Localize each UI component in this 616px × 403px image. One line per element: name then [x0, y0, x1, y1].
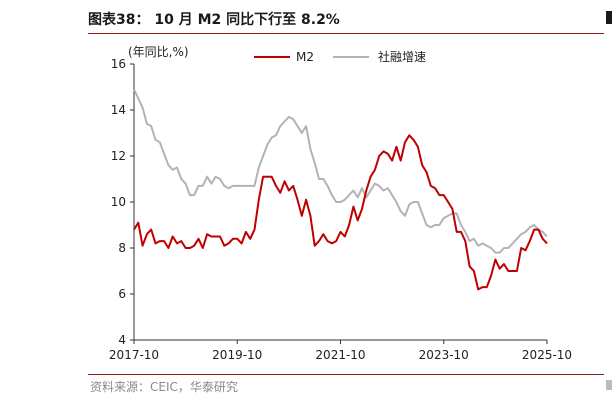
y-tick-label: 16 — [111, 57, 126, 71]
y-tick-label: 10 — [111, 195, 126, 209]
legend-label-m2: M2 — [296, 50, 314, 64]
footer-rule — [88, 374, 604, 375]
y-tick-label: 12 — [111, 149, 126, 163]
chart-axes: 4 6 8 10 12 14 16 2017-10 2019-10 2021-10 2023-10 2… — [109, 57, 572, 362]
series-layer — [133, 88, 548, 291]
chart-title: 图表38： 10 月 M2 同比下行至 8.2% — [88, 12, 340, 28]
title-rule — [88, 33, 604, 34]
chart-legend: M2 社融增速 — [254, 49, 426, 64]
y-tick-label: 14 — [111, 103, 126, 117]
y-tick-label: 8 — [118, 241, 126, 255]
x-tick-label: 2021-10 — [315, 348, 365, 362]
source-note: 资料来源：CEIC，华泰研究 — [90, 380, 238, 394]
series-line-m2 — [133, 134, 548, 291]
y-tick-label: 4 — [118, 333, 126, 347]
y-unit-label: (年同比,%) — [128, 45, 189, 59]
x-tick-label: 2025-10 — [522, 348, 572, 362]
adjacent-figure-edge-bottom — [606, 380, 612, 390]
series-line-tsf — [133, 88, 548, 254]
x-tick-label: 2017-10 — [109, 348, 159, 362]
x-tick-label: 2023-10 — [419, 348, 469, 362]
x-tick-label: 2019-10 — [212, 348, 262, 362]
y-tick-label: 6 — [118, 287, 126, 301]
legend-label-tsf: 社融增速 — [378, 49, 426, 64]
adjacent-figure-edge — [606, 11, 612, 24]
